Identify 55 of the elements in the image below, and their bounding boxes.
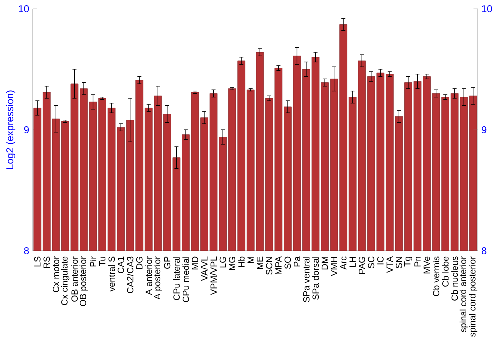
x-tick-label: Pir — [90, 256, 97, 267]
x-tick-label: ventral S — [108, 256, 116, 292]
x-tick-label: spinal cord posterior — [469, 256, 478, 337]
x-tick-label: ME — [257, 256, 264, 270]
x-tick-label: DG — [136, 257, 143, 270]
x-tick-label: VMH — [331, 257, 338, 276]
x-tick-label: MVe — [424, 256, 430, 274]
y-tick-label: 8 — [24, 247, 30, 255]
x-tick-label: spinal cord anterior — [460, 256, 468, 332]
x-tick-label: A posterior — [154, 256, 162, 300]
y-tick-label: 9 — [24, 126, 30, 134]
x-tick-label: Tu — [99, 257, 106, 266]
y2-tick-label: 8 — [482, 247, 487, 255]
x-tick-label: M — [248, 257, 254, 264]
x-tick-label: CA2/CA3 — [127, 256, 134, 294]
y-axis-title: Log2 (expression) — [6, 90, 16, 170]
x-tick-label: Pa — [294, 256, 300, 267]
x-tick-label: Cb vermis — [432, 256, 440, 296]
x-tick-label: GP — [164, 256, 171, 269]
x-tick-label: Cx motor — [53, 256, 60, 292]
x-tick-label: VTA — [386, 256, 394, 274]
x-tick-label: Hb — [238, 256, 245, 268]
x-tick-label: SCN — [266, 257, 273, 275]
x-tick-label: CPu medial — [182, 257, 190, 302]
y-tick-label: 10 — [19, 5, 30, 13]
x-tick-label: Tg — [404, 257, 412, 267]
x-tick-label: VPM/VPL — [210, 256, 218, 296]
x-tick-label: SN — [396, 257, 402, 268]
y2-tick-label: 9 — [482, 126, 487, 134]
x-tick-label: SPa ventral — [303, 257, 310, 302]
x-tick-label: LG — [220, 257, 226, 268]
x-tick-label: OB anterior — [71, 256, 78, 302]
x-tick-label: Cx cingulate — [61, 256, 70, 306]
x-tick-label: VA/VL — [201, 256, 208, 282]
x-tick-label: OB posterior — [80, 256, 88, 306]
x-tick-label: SC — [368, 256, 375, 268]
x-tick-label: LS — [34, 256, 41, 267]
x-tick-label: Pn — [414, 257, 421, 267]
x-tick-label: SPa dorsal — [312, 257, 320, 300]
x-tick-label: DM — [322, 257, 328, 270]
x-tick-label: CA1 — [118, 256, 124, 274]
x-tick-label: PAG — [358, 257, 366, 274]
x-tick-label: Arc — [340, 256, 347, 270]
x-tick-label: SO — [284, 256, 292, 269]
x-tick-label: CPu lateral — [173, 257, 180, 300]
x-tick-label: MG — [229, 257, 236, 270]
x-tick-label: A anterior — [146, 256, 152, 296]
x-tick-label: LH — [350, 257, 356, 268]
x-tick-label: RS — [44, 256, 50, 268]
x-tick-label: Cb nucleus — [452, 256, 458, 301]
x-tick-label: IC — [377, 256, 384, 265]
x-tick-label: MD — [192, 256, 198, 270]
x-tick-label: MPA — [276, 256, 282, 274]
y2-tick-label: 10 — [482, 5, 492, 13]
x-tick-label: Cb lobe — [442, 256, 449, 287]
